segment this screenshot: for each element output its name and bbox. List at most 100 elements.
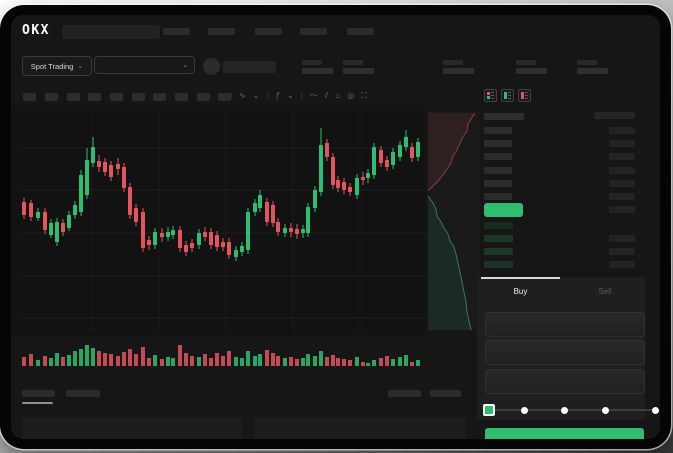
interval-2[interactable] xyxy=(45,93,58,101)
ask-size-5[interactable] xyxy=(609,180,635,187)
coin-avatar[interactable] xyxy=(203,58,220,75)
pair-name-placeholder xyxy=(223,61,276,73)
interval-3[interactable] xyxy=(67,93,80,101)
bid-size-3[interactable] xyxy=(609,261,635,268)
bid-mark xyxy=(487,96,490,99)
tab-buy-label: Buy xyxy=(513,286,528,296)
ask-size-1[interactable] xyxy=(609,127,635,134)
stat-label-4 xyxy=(516,60,536,65)
indicator-icon[interactable]: ƒ xyxy=(275,91,281,100)
bid-size-2[interactable] xyxy=(609,248,635,255)
divider: | xyxy=(230,91,233,100)
tab-sell-label: Sell xyxy=(598,286,612,296)
bottom-tab-history[interactable] xyxy=(66,390,100,397)
book-combined-view-icon[interactable] xyxy=(484,89,497,102)
interval-5[interactable] xyxy=(110,93,123,101)
interval-1[interactable] xyxy=(23,93,36,101)
slider-stop-2[interactable] xyxy=(521,407,528,414)
order-field-2[interactable] xyxy=(485,340,645,365)
slider-stop-5[interactable] xyxy=(652,407,659,414)
positions-panel-placeholder xyxy=(254,417,466,439)
bottom-tab-orders[interactable] xyxy=(22,390,55,397)
compare-icon[interactable]: ⫽ xyxy=(324,91,329,100)
tablet-frame: OKX Spot Trading ⌄ ⌄ | ∿ ⌄ | ƒ ⌄ | 〜 ⫽ ⌂ ◎ ⛶ Buy xyxy=(0,5,671,449)
candlestick-chart[interactable] xyxy=(11,105,481,370)
divider: | xyxy=(300,91,303,100)
row-lines xyxy=(491,92,494,99)
chart-tools: | ∿ ⌄ | ƒ ⌄ | 〜 ⫽ ⌂ ◎ ⛶ xyxy=(230,90,367,102)
side-mark xyxy=(504,92,507,99)
nav-item-5[interactable] xyxy=(347,28,374,35)
orderbook-header-left xyxy=(484,113,524,120)
divider: | xyxy=(266,91,269,100)
ask-size-3[interactable] xyxy=(609,153,635,160)
bid-size-1[interactable] xyxy=(609,235,635,242)
interval-8[interactable] xyxy=(175,93,188,101)
tab-buy[interactable]: Buy xyxy=(481,283,560,299)
row-lines xyxy=(525,92,528,99)
nav-item-2[interactable] xyxy=(208,28,235,35)
pair-dropdown[interactable]: ⌄ xyxy=(94,56,195,74)
market-type-label: Spot Trading xyxy=(30,61,74,71)
ask-price-3[interactable] xyxy=(484,153,512,160)
bottom-action-right[interactable] xyxy=(430,390,461,397)
ask-size-7[interactable] xyxy=(609,206,635,213)
ask-size-2[interactable] xyxy=(609,140,635,147)
book-asks-view-icon[interactable] xyxy=(518,89,531,102)
buy-submit-button[interactable] xyxy=(485,428,644,439)
fullscreen-icon[interactable]: ⛶ xyxy=(361,91,367,100)
stat-value-3 xyxy=(443,68,474,74)
nav-item-3[interactable] xyxy=(255,28,282,35)
bottom-action-left[interactable] xyxy=(388,390,421,397)
stat-value-1 xyxy=(302,68,333,74)
ask-size-6[interactable] xyxy=(609,193,635,200)
chevron-down-icon[interactable]: ⌄ xyxy=(252,91,260,100)
interval-7[interactable] xyxy=(153,93,166,101)
ask-price-2[interactable] xyxy=(484,140,512,147)
camera-icon[interactable]: ⌂ xyxy=(335,91,341,100)
orders-panel-placeholder xyxy=(22,417,243,439)
candle-style-icon[interactable]: ∿ xyxy=(239,91,246,100)
ask-price-6[interactable] xyxy=(484,193,512,200)
tab-sell[interactable]: Sell xyxy=(565,283,645,299)
search-input[interactable] xyxy=(62,25,160,39)
market-type-dropdown[interactable]: Spot Trading ⌄ xyxy=(22,56,92,76)
bid-price-2[interactable] xyxy=(484,235,513,242)
book-bids-view-icon[interactable] xyxy=(501,89,514,102)
line-tool-icon[interactable]: 〜 xyxy=(309,91,318,100)
ask-price-1[interactable] xyxy=(484,127,512,134)
stat-label-2 xyxy=(343,60,363,65)
amount-slider-track[interactable] xyxy=(489,409,655,411)
nav-item-4[interactable] xyxy=(300,28,327,35)
stat-value-4 xyxy=(516,68,547,74)
ask-size-4[interactable] xyxy=(609,167,635,174)
slider-stop-3[interactable] xyxy=(561,407,568,414)
side-mark xyxy=(521,92,524,99)
bid-price-3[interactable] xyxy=(484,248,513,255)
order-field-3[interactable] xyxy=(485,369,645,394)
stat-label-5 xyxy=(577,60,597,65)
slider-handle[interactable] xyxy=(483,404,495,416)
interval-10[interactable] xyxy=(218,93,231,101)
orderbook-header-right xyxy=(594,112,635,119)
bid-price-4[interactable] xyxy=(484,261,513,268)
last-price-highlight[interactable] xyxy=(484,203,523,217)
bottom-tab-active-underline xyxy=(22,402,53,404)
slider-stop-4[interactable] xyxy=(602,407,609,414)
ask-price-4[interactable] xyxy=(484,167,512,174)
interval-6[interactable] xyxy=(132,93,145,101)
stat-label-3 xyxy=(443,60,463,65)
chevron-down-icon: ⌄ xyxy=(77,62,84,70)
buy-tab-indicator xyxy=(481,277,560,279)
interval-9[interactable] xyxy=(197,93,210,101)
interval-4[interactable] xyxy=(88,93,101,101)
settings-icon[interactable]: ◎ xyxy=(347,91,355,100)
ask-mark xyxy=(487,92,490,95)
row-lines xyxy=(508,92,511,99)
okx-logo: OKX xyxy=(22,23,50,38)
chevron-down-icon[interactable]: ⌄ xyxy=(287,91,294,100)
nav-item-1[interactable] xyxy=(163,28,190,35)
bid-price-1[interactable] xyxy=(484,222,513,229)
order-field-1[interactable] xyxy=(485,312,645,337)
ask-price-5[interactable] xyxy=(484,180,512,187)
